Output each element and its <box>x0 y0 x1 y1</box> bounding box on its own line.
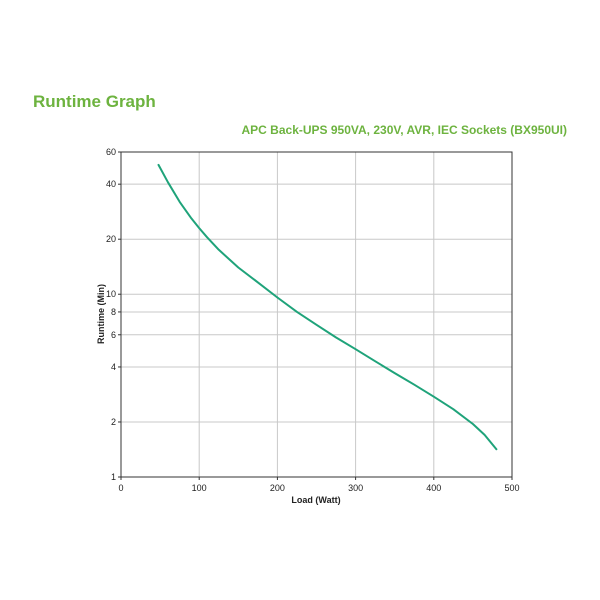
x-tick-label: 300 <box>348 483 363 493</box>
x-tick-label: 400 <box>426 483 441 493</box>
y-tick-label: 1 <box>111 472 116 482</box>
series-layer <box>157 163 498 451</box>
tick-layer: 0 100 200 300 400 500 1 2 4 6 8 10 20 40 60 <box>106 147 520 493</box>
x-tick-label: 100 <box>192 483 207 493</box>
x-tick-label: 0 <box>118 483 123 493</box>
y-tick-label: 60 <box>106 147 116 157</box>
y-tick-label: 6 <box>111 330 116 340</box>
x-tick-label: 200 <box>270 483 285 493</box>
plot-frame <box>120 151 513 478</box>
x-tick-label: 500 <box>504 483 519 493</box>
y-axis-label: Runtime (Min) <box>96 284 106 344</box>
y-tick-label: 2 <box>111 417 116 427</box>
page-title: Runtime Graph <box>33 92 156 111</box>
y-tick-label: 10 <box>106 289 116 299</box>
x-axis-label: Load (Watt) <box>291 495 340 505</box>
y-tick-label: 4 <box>111 362 116 372</box>
y-tick-label: 40 <box>106 179 116 189</box>
y-tick-label: 20 <box>106 234 116 244</box>
grid-layer <box>121 152 512 477</box>
runtime-series-line <box>157 163 498 451</box>
chart-subtitle: APC Back-UPS 950VA, 230V, AVR, IEC Socke… <box>241 123 567 137</box>
y-tick-label: 8 <box>111 307 116 317</box>
